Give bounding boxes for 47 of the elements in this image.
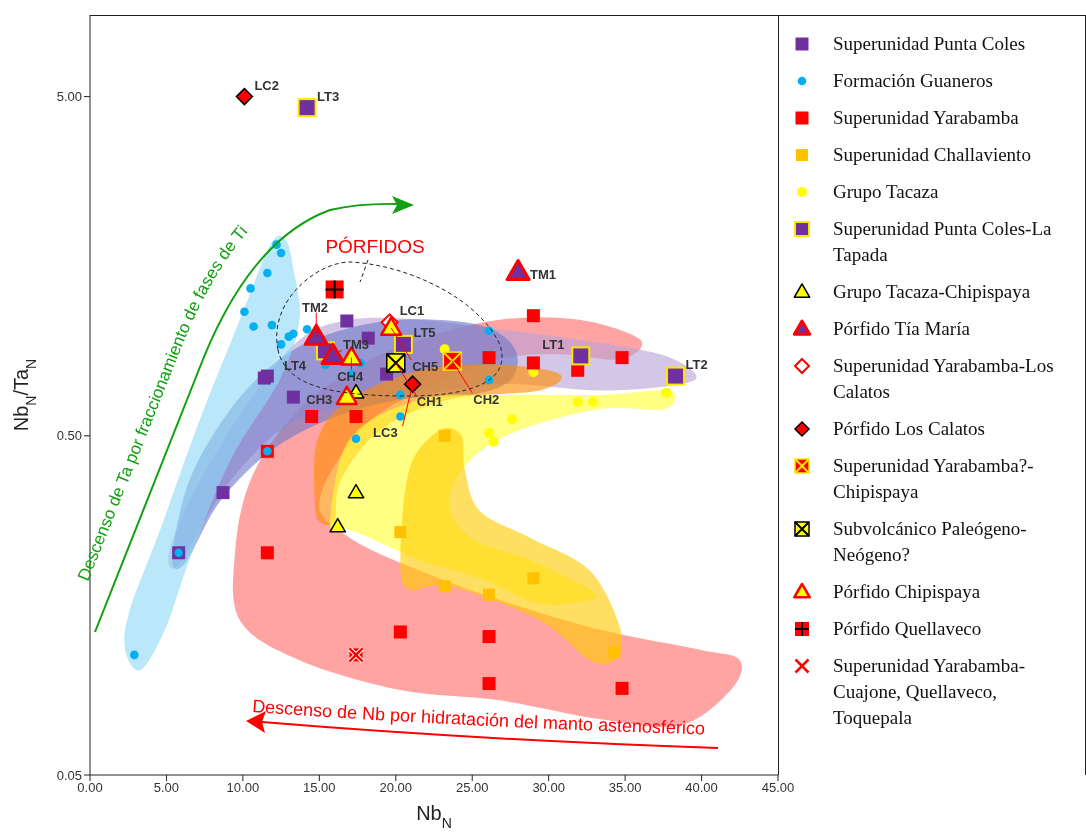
x-tick-label: 30.00 <box>532 780 565 796</box>
x-tick-label: 5.00 <box>153 780 180 796</box>
x-tick-label: 25.00 <box>455 780 489 796</box>
legend-label: Superunidad Yarabamba?-Chipispaya <box>832 454 1035 504</box>
x-tick-label: 40.00 <box>685 780 718 796</box>
legend-label: Pórfido Tía María <box>832 317 971 341</box>
x-tick-label: 15.00 <box>303 780 336 796</box>
annotation: TM1 <box>530 267 557 283</box>
x-tick-label: 0.00 <box>77 780 103 796</box>
legend-label: Superunidad Yarabamba-Los Calatos <box>832 354 1055 404</box>
annotation: TM2 <box>302 299 329 315</box>
annotation: CH5 <box>412 358 439 374</box>
legend-label: Formación Guaneros <box>832 69 994 93</box>
annotation: LT5 <box>413 325 436 341</box>
annotation: LC3 <box>373 425 398 441</box>
y-tick-label: 5.00 <box>56 89 82 105</box>
annotation: LT3 <box>317 88 340 104</box>
x-tick-label: 35.00 <box>608 780 642 796</box>
annotation: CH1 <box>416 393 443 409</box>
legend-label: Superunidad Yarabamba <box>832 106 1020 130</box>
annotation: CH2 <box>473 392 500 408</box>
annotation: CH4 <box>337 368 364 384</box>
legend-label: Superunidad Challaviento <box>832 143 1032 167</box>
x-tick-label: 10.00 <box>226 780 260 796</box>
legend-label: Pórfido Quellaveco <box>832 617 983 641</box>
legend-label: Grupo Tacaza-Chipispaya <box>832 280 1032 304</box>
annotation: LT1 <box>542 336 565 352</box>
legend-label: Superunidad Yarabamba-Cuajone, Quellaveco, Toquepala <box>832 654 1027 730</box>
legend-label: Grupo Tacaza <box>832 180 940 204</box>
legend-label: Superunidad Punta Coles <box>832 32 1027 56</box>
legend-label: Pórfido Chipispaya <box>832 580 982 604</box>
annotation: LT2 <box>685 357 708 373</box>
x-axis-title: Nb$_{N}$ <box>416 802 452 831</box>
annotation: CH3 <box>306 392 333 408</box>
legend-label: Superunidad Punta Coles-La Tapada <box>832 217 1053 267</box>
y-tick-label: 0.05 <box>56 767 82 783</box>
annotation: TM3 <box>343 336 370 352</box>
annotation: Descenso de Nb por hidratación del manto astenosférico <box>251 696 706 739</box>
x-tick-label: 20.00 <box>379 780 413 796</box>
y-tick-label: 0.50 <box>56 428 82 444</box>
legend-label: Pórfido Los Calatos <box>832 417 986 441</box>
annotation: LT4 <box>283 357 307 373</box>
legend-label: Subvolcánico Paleógeno-Neógeno? <box>832 517 1028 567</box>
annotation: LC1 <box>399 303 425 319</box>
x-tick-label: 45.00 <box>761 780 795 796</box>
annotation: LC2 <box>254 77 279 93</box>
annotation: PÓRFIDOS <box>325 236 425 257</box>
